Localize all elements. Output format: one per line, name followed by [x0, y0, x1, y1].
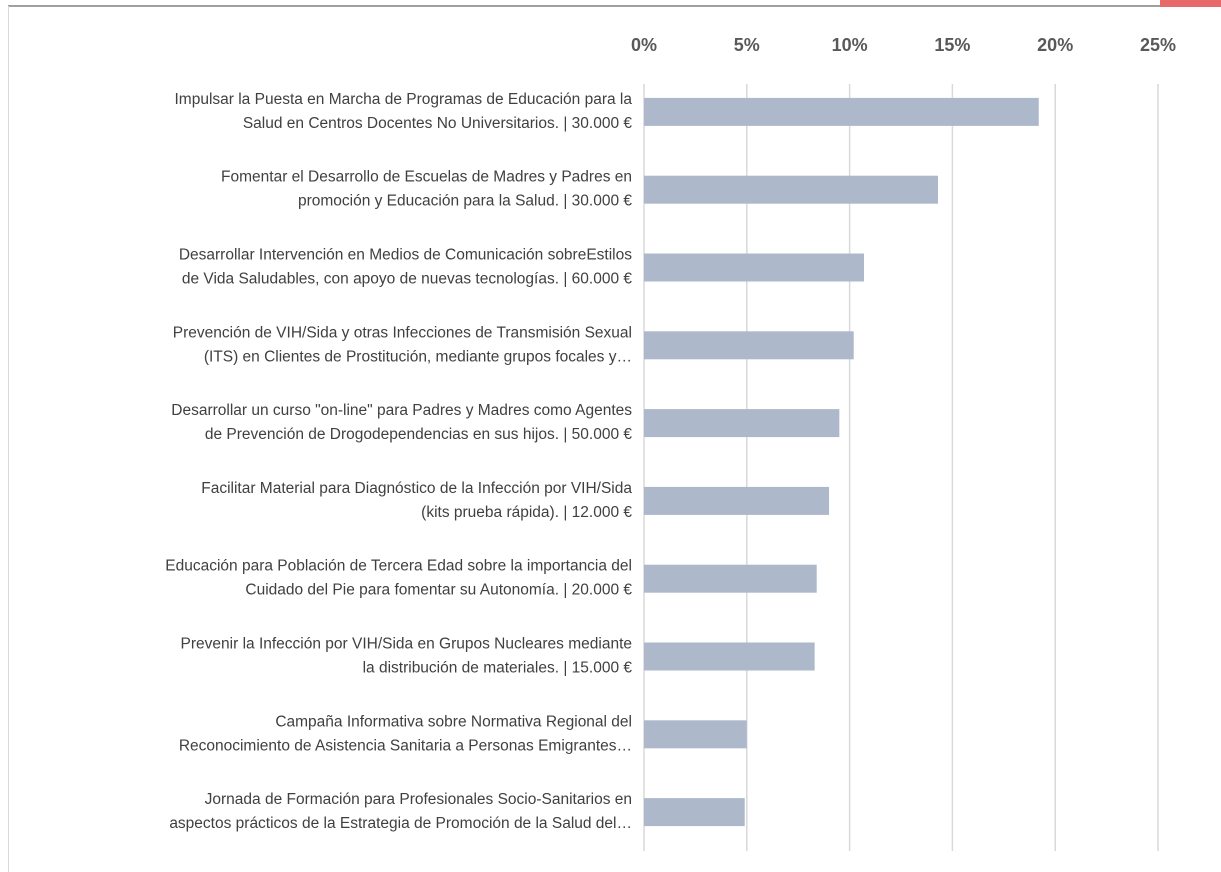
y-tick-label-line: Impulsar la Puesta en Marcha de Programa…: [175, 91, 633, 108]
bar: [644, 409, 840, 438]
x-tick-label: 15%: [934, 35, 970, 55]
bar: [644, 253, 864, 282]
bar: [644, 175, 939, 204]
bar: [644, 331, 854, 360]
corner-tab: [1160, 0, 1221, 7]
y-tick-label-line: Reconocimiento de Asistencia Sanitaria a…: [179, 737, 632, 754]
x-tick-label: 0%: [631, 35, 657, 55]
y-tick-label-line: Facilitar Material para Diagnóstico de l…: [201, 480, 632, 497]
y-tick-label-line: de Prevención de Drogodependencias en su…: [205, 426, 633, 443]
y-tick-label: Prevenir la Infección por VIH/Sida en Gr…: [181, 636, 633, 677]
bar: [644, 97, 1039, 126]
y-tick-label: Jornada de Formación para Profesionales …: [169, 791, 632, 832]
bar: [644, 564, 817, 593]
y-tick-label: Impulsar la Puesta en Marcha de Programa…: [175, 91, 633, 132]
y-tick-label-line: aspectos prácticos de la Estrategia de P…: [169, 815, 632, 832]
y-tick-label-line: Fomentar el Desarrollo de Escuelas de Ma…: [221, 169, 632, 186]
y-tick-label: Campaña Informativa sobre Normativa Regi…: [179, 713, 632, 754]
x-tick-label: 25%: [1140, 35, 1176, 55]
bar: [644, 720, 747, 749]
y-tick-label-line: Prevención de VIH/Sida y otras Infeccion…: [173, 324, 632, 341]
y-tick-label-line: Desarrollar Intervención en Medios de Co…: [179, 247, 632, 264]
y-tick-label-line: (ITS) en Clientes de Prostitución, media…: [204, 348, 632, 365]
y-tick-label: Desarrollar Intervención en Medios de Co…: [179, 247, 633, 288]
y-tick-label-line: promoción y Educación para la Salud. | 3…: [298, 193, 632, 210]
y-tick-label-line: Educación para Población de Tercera Edad…: [165, 558, 632, 575]
y-tick-label-line: Campaña Informativa sobre Normativa Regi…: [275, 713, 632, 730]
x-tick-label: 20%: [1037, 35, 1073, 55]
y-tick-label-line: de Vida Saludables, con apoyo de nuevas …: [182, 271, 633, 288]
bar: [644, 642, 815, 671]
y-tick-label-line: Prevenir la Infección por VIH/Sida en Gr…: [181, 636, 632, 653]
bar: [644, 486, 830, 515]
y-tick-label-line: Jornada de Formación para Profesionales …: [205, 791, 632, 808]
y-tick-label-line: (kits prueba rápida). | 12.000 €: [421, 504, 632, 521]
y-tick-label-line: Cuidado del Pie para fomentar su Autonom…: [245, 582, 632, 599]
y-tick-label: Educación para Población de Tercera Edad…: [165, 558, 632, 599]
y-tick-label: Prevención de VIH/Sida y otras Infeccion…: [173, 324, 632, 365]
y-tick-label: Facilitar Material para Diagnóstico de l…: [201, 480, 632, 521]
y-tick-label-line: Salud en Centros Docentes No Universitar…: [243, 115, 633, 132]
x-tick-label: 10%: [832, 35, 868, 55]
x-tick-label: 5%: [734, 35, 760, 55]
y-tick-label: Fomentar el Desarrollo de Escuelas de Ma…: [221, 169, 632, 210]
y-tick-label-line: Desarrollar un curso "on-line" para Padr…: [171, 402, 632, 419]
y-tick-label-line: la distribución de materiales. | 15.000 …: [363, 660, 633, 677]
y-tick-label: Desarrollar un curso "on-line" para Padr…: [171, 402, 632, 443]
bar: [644, 798, 745, 827]
